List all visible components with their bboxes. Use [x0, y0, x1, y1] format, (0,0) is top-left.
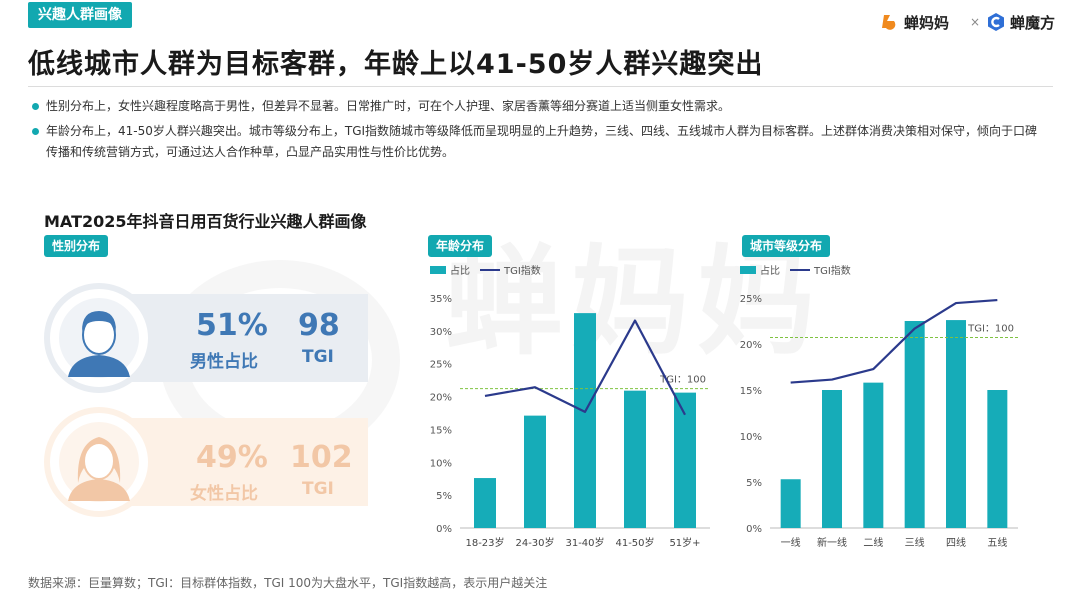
female-tgi-value: 102: [290, 440, 353, 475]
bar: [780, 479, 801, 528]
bar: [624, 390, 646, 528]
y-tick-label: 15%: [430, 425, 452, 436]
bullet-text: 年龄分布上，41-50岁人群兴趣突出。城市等级分布上，TGI指数随城市等级降低而…: [46, 124, 1038, 159]
city-chart: 占比 TGI指数 0% 5% 10% 15% 20% 25% 一线 新一线 二线 三线 四线 五线 TGI：…: [740, 264, 1018, 549]
title-divider: [28, 86, 1053, 87]
male-tgi-label: TGI: [302, 347, 334, 367]
female-label: 女性占比: [190, 484, 258, 504]
x-tick-label: 18-23岁: [465, 536, 504, 549]
legend-bar-label: 占比: [450, 264, 470, 277]
brand-left-label: 蝉妈妈: [904, 13, 950, 32]
bar: [946, 320, 966, 528]
x-tick-label: 一线: [781, 536, 801, 549]
section-tag: 兴趣人群画像: [28, 2, 132, 28]
x-tick-label: 新一线: [817, 536, 847, 549]
y-tick-label: 30%: [430, 327, 452, 338]
tgi-line: [790, 298, 998, 384]
bar: [474, 478, 496, 528]
bullet-gender: 性别分布上，女性兴趣程度略高于男性，但差异不显著。日常推广时，可在个人护理、家居…: [32, 96, 1047, 117]
y-tick-label: 20%: [740, 340, 762, 351]
bar: [904, 321, 925, 528]
y-tick-label: 20%: [430, 393, 452, 404]
y-tick-label: 0%: [436, 524, 452, 535]
male-avatar: [44, 283, 154, 393]
female-avatar-icon: [59, 422, 139, 502]
y-tick-label: 35%: [430, 294, 452, 305]
brand-chanmama: 蝉妈妈: [880, 8, 949, 36]
legend-bar-swatch: [430, 266, 446, 274]
female-avatar: [44, 407, 154, 517]
chart-heading: MAT2025年抖音日用百货行业兴趣人群画像: [44, 212, 367, 231]
x-tick-label: 五线: [987, 536, 1007, 549]
legend-bar-label: 占比: [760, 264, 780, 277]
y-tick-label: 25%: [740, 294, 762, 305]
tgi-reference-label: TGI：100: [967, 324, 1014, 335]
male-label: 男性占比: [190, 352, 258, 372]
x-tick-label: 31-40岁: [565, 536, 604, 549]
bar: [574, 313, 596, 528]
y-tick-label: 10%: [430, 458, 452, 469]
y-tick-label: 0%: [746, 524, 762, 535]
bullet-text: 性别分布上，女性兴趣程度略高于男性，但差异不显著。日常推广时，可在个人护理、家居…: [46, 99, 731, 113]
female-tgi-label: TGI: [302, 479, 334, 499]
y-tick-label: 10%: [740, 432, 762, 443]
city-tag: 城市等级分布: [742, 235, 831, 257]
page-title: 低线城市人群为目标客群，年龄上以41-50岁人群兴趣突出: [28, 49, 764, 80]
bar: [822, 390, 842, 528]
x-tick-label: 51岁+: [669, 536, 700, 549]
bar: [863, 382, 884, 528]
x-tick-label: 四线: [946, 536, 966, 549]
y-tick-label: 15%: [740, 386, 762, 397]
legend-line-label: TGI指数: [503, 264, 541, 277]
chanmofang-logo-icon: [986, 12, 1006, 32]
x-tick-label: 二线: [863, 536, 883, 549]
footer-source: 数据来源：巨量算数；TGI：目标群体指数，TGI 100为大盘水平，TGI指数越…: [28, 576, 548, 590]
brand-right-label: 蝉魔方: [1010, 13, 1056, 32]
brand-separator: ×: [970, 15, 981, 29]
x-tick-label: 41-50岁: [615, 536, 654, 549]
legend-bar-swatch: [740, 266, 756, 274]
bullet-age-city: 年龄分布上，41-50岁人群兴趣突出。城市等级分布上，TGI指数随城市等级降低而…: [32, 121, 1047, 163]
gender-tag: 性别分布: [44, 235, 109, 257]
bullet-dot: [32, 103, 39, 110]
age-tag: 年龄分布: [428, 235, 493, 257]
brand-chanmofang: 蝉魔方: [986, 8, 1055, 36]
y-tick-label: 25%: [430, 360, 452, 371]
male-percentage: 51%: [196, 308, 268, 343]
age-chart: 占比 TGI指数 0% 5% 10% 15% 20% 25% 30% 35% 18-23岁 24-30…: [430, 264, 710, 549]
male-tgi-value: 98: [298, 308, 340, 343]
bar: [524, 415, 546, 528]
x-tick-label: 24-30岁: [515, 536, 554, 549]
y-tick-label: 5%: [746, 478, 762, 489]
y-tick-label: 5%: [436, 491, 452, 502]
chanmama-logo-icon: [880, 12, 900, 32]
legend-line-label: TGI指数: [813, 264, 851, 277]
x-tick-label: 三线: [905, 536, 925, 549]
bar: [674, 392, 696, 528]
male-avatar-icon: [59, 298, 139, 378]
tgi-reference-label: TGI：100: [659, 375, 706, 386]
female-percentage: 49%: [196, 440, 268, 475]
bullet-dot: [32, 128, 39, 135]
bar: [987, 390, 1008, 528]
